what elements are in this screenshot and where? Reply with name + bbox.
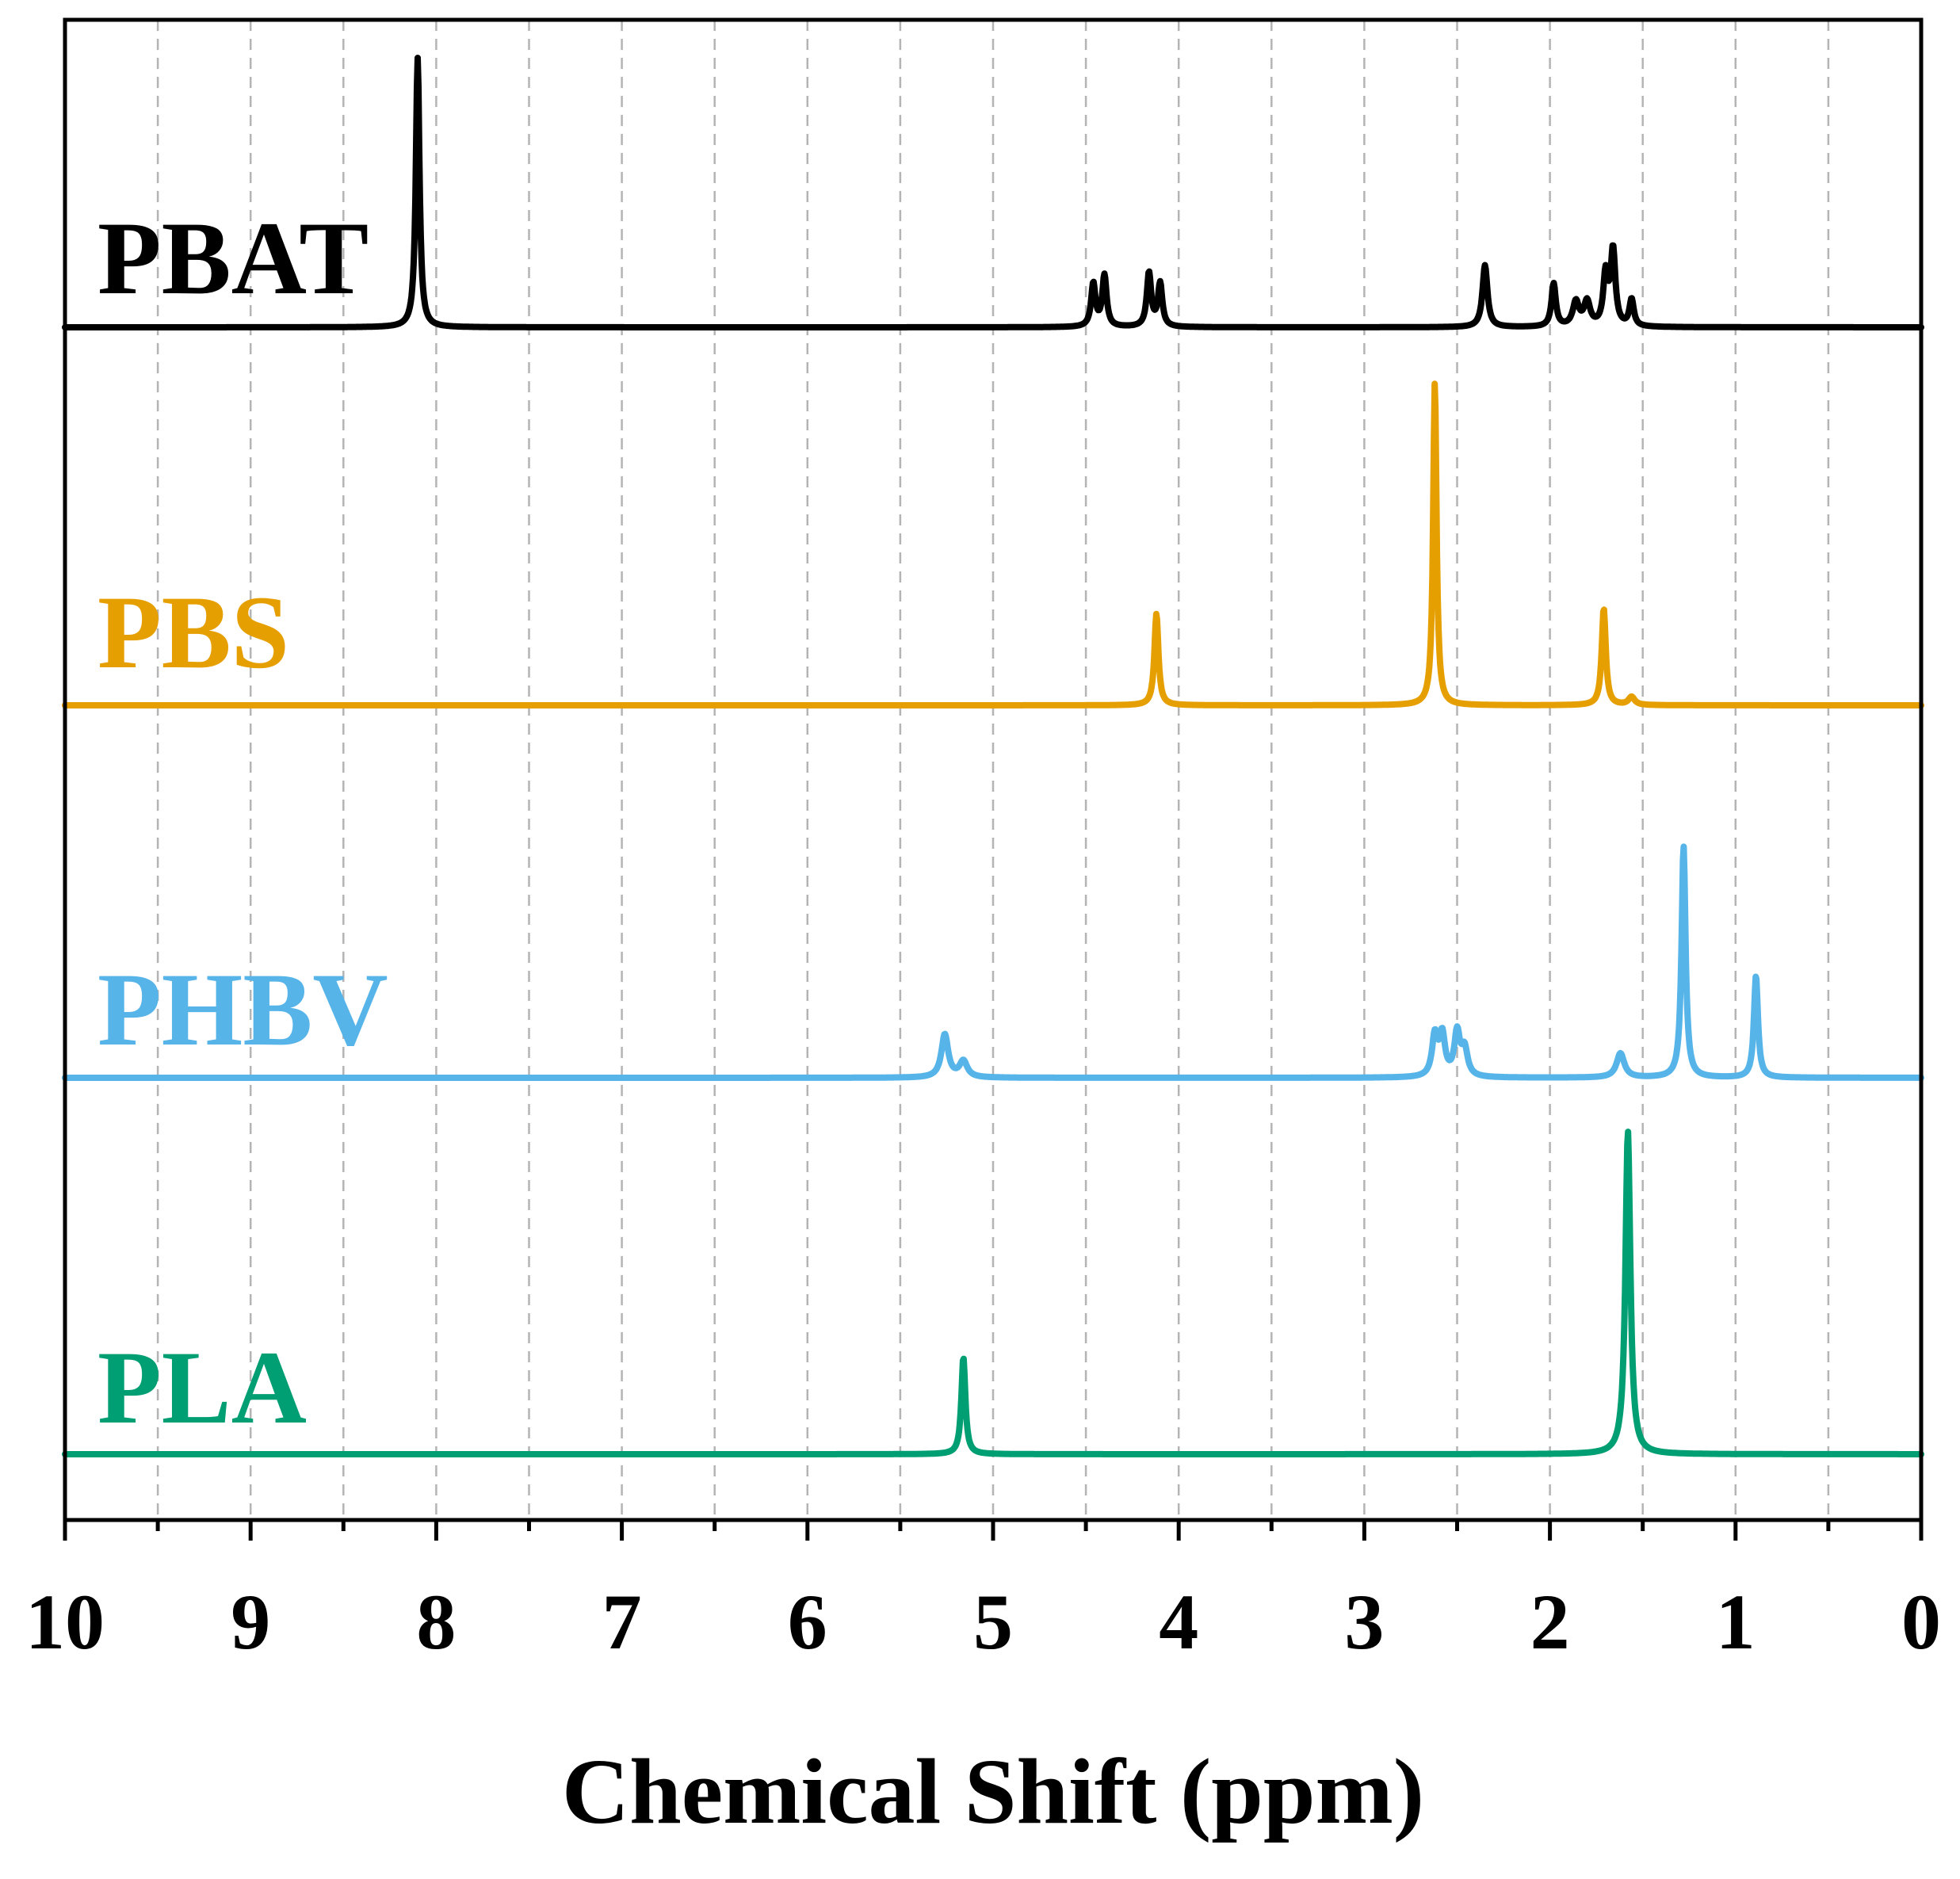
spectra-traces <box>62 55 1924 1457</box>
x-tick-label: 9 <box>231 1578 270 1666</box>
series-label-pbs: PBS <box>97 574 289 690</box>
x-tick-label: 1 <box>1716 1578 1756 1666</box>
x-axis-title: Chemical Shift (ppm) <box>562 1740 1424 1843</box>
x-tick-label: 6 <box>788 1578 827 1666</box>
spectrum-pbat <box>62 55 1924 330</box>
series-label-phbv: PHBV <box>97 951 388 1067</box>
x-tick-label: 8 <box>416 1578 456 1666</box>
series-labels: PBAT PBS PHBV PLA <box>97 200 388 1446</box>
x-tick-label: 3 <box>1344 1578 1384 1666</box>
x-tick-label: 2 <box>1530 1578 1570 1666</box>
series-label-pbat: PBAT <box>97 200 369 316</box>
x-tick-label: 5 <box>973 1578 1013 1666</box>
x-tick-label: 0 <box>1901 1578 1941 1666</box>
series-label-pla: PLA <box>97 1329 307 1446</box>
x-tick-label: 10 <box>25 1578 105 1666</box>
x-tick-label: 4 <box>1159 1578 1198 1666</box>
x-axis-tick-labels: 10 9 8 7 6 5 4 3 2 1 0 <box>25 1578 1941 1666</box>
grid-lines <box>156 20 1830 1520</box>
spectrum-pbs <box>62 380 1924 708</box>
spectrum-pla <box>62 1129 1924 1457</box>
x-axis-ticks <box>63 1520 1924 1541</box>
x-tick-label: 7 <box>602 1578 642 1666</box>
spectrum-phbv <box>62 843 1924 1081</box>
